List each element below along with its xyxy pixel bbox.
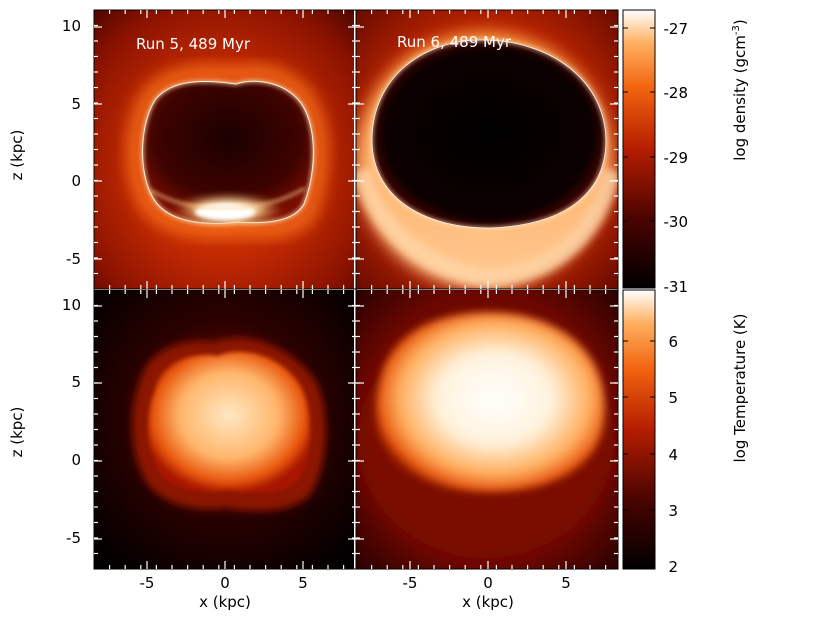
x-axis-label-right: x (kpc) bbox=[462, 593, 514, 611]
x-tick-label: 0 bbox=[483, 574, 493, 592]
panel-label-run5: Run 5, 489 Myr bbox=[136, 35, 251, 53]
colorbar-density-label: log density (gcm-3) bbox=[731, 19, 749, 160]
y-tick-label: 0 bbox=[71, 172, 81, 190]
colorbar-density-label-main: log density (gcm bbox=[731, 35, 749, 161]
panel-temp-run5 bbox=[94, 290, 354, 569]
x-tick-labels: -5 0 5 -5 0 5 bbox=[140, 574, 571, 592]
colorbar-density-tick: -31 bbox=[664, 278, 689, 296]
x-tick-label: 5 bbox=[298, 574, 308, 592]
y-tick-labels-top: 10 5 0 -5 bbox=[62, 17, 81, 268]
colorbar-temp-tick: 5 bbox=[668, 389, 678, 407]
x-tick-label: 0 bbox=[220, 574, 230, 592]
x-axis-label-left: x (kpc) bbox=[199, 593, 251, 611]
colorbar-density-tick: -28 bbox=[664, 84, 689, 102]
colorbar-density-label-sup: -3 bbox=[731, 25, 742, 35]
x-tick-label: -5 bbox=[140, 574, 155, 592]
y-axis-label-bottom: z (kpc) bbox=[8, 407, 26, 458]
colorbar-density-tick: -29 bbox=[664, 149, 689, 167]
y-tick-label: 0 bbox=[71, 451, 81, 469]
panel-label-run6: Run 6, 489 Myr bbox=[397, 33, 512, 51]
y-tick-label: 5 bbox=[71, 95, 81, 113]
colorbar-density-tick: -27 bbox=[664, 20, 689, 38]
y-tick-labels-bottom: 10 5 0 -5 bbox=[62, 296, 81, 547]
colorbar-temperature-label: log Temperature (K) bbox=[731, 314, 749, 463]
colorbar-temp-tick: 2 bbox=[668, 558, 678, 576]
y-tick-label: -5 bbox=[66, 250, 81, 268]
colorbar-density-tick: -30 bbox=[664, 213, 689, 231]
y-axis-label-top: z (kpc) bbox=[8, 130, 26, 181]
y-tick-label: -5 bbox=[66, 529, 81, 547]
colorbar-temp-tick: 4 bbox=[668, 446, 678, 464]
y-tick-label: 10 bbox=[62, 296, 81, 314]
y-tick-label: 5 bbox=[71, 373, 81, 391]
panel-density-run5 bbox=[94, 10, 354, 289]
colorbar-temp-tick: 6 bbox=[668, 333, 678, 351]
y-tick-label: 10 bbox=[62, 17, 81, 35]
x-tick-label: -5 bbox=[403, 574, 418, 592]
panel-temp-run6 bbox=[356, 290, 618, 569]
colorbar-density: -27 -28 -29 -30 -31 log density (gcm-3) bbox=[622, 9, 749, 296]
colorbar-temp-tick: 3 bbox=[668, 502, 678, 520]
axis-ticks bbox=[94, 10, 618, 569]
x-tick-label: 5 bbox=[561, 574, 571, 592]
colorbar-density-label-close: ) bbox=[731, 19, 749, 25]
panel-density-run6 bbox=[356, 10, 618, 289]
colorbar-temperature: 6 5 4 3 2 log Temperature (K) bbox=[622, 289, 749, 576]
